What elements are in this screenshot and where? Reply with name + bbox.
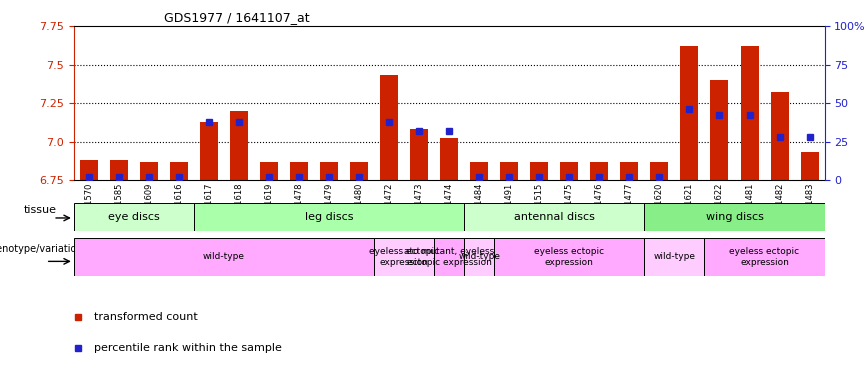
Bar: [80, 160, 98, 180]
Bar: [800, 152, 819, 180]
Bar: [494, 238, 644, 276]
Bar: [374, 238, 434, 276]
Text: leg discs: leg discs: [305, 211, 353, 222]
Bar: [644, 202, 825, 231]
Text: antennal discs: antennal discs: [514, 211, 595, 222]
Bar: [681, 46, 699, 180]
Bar: [621, 162, 638, 180]
Bar: [140, 162, 158, 180]
Bar: [711, 80, 728, 180]
Bar: [644, 238, 705, 276]
Bar: [650, 162, 668, 180]
Bar: [290, 162, 308, 180]
Bar: [260, 162, 278, 180]
Bar: [170, 162, 187, 180]
Bar: [74, 202, 194, 231]
Bar: [500, 162, 518, 180]
Bar: [194, 202, 464, 231]
Text: tissue: tissue: [24, 204, 57, 214]
Bar: [200, 122, 218, 180]
Bar: [440, 138, 458, 180]
Text: wild-type: wild-type: [654, 252, 695, 261]
Bar: [464, 238, 494, 276]
Text: percentile rank within the sample: percentile rank within the sample: [94, 343, 281, 353]
Bar: [561, 162, 578, 180]
Bar: [705, 238, 825, 276]
Bar: [350, 162, 368, 180]
Bar: [530, 162, 549, 180]
Bar: [590, 162, 608, 180]
Bar: [110, 160, 128, 180]
Text: GDS1977 / 1641107_at: GDS1977 / 1641107_at: [164, 11, 310, 24]
Text: eye discs: eye discs: [108, 211, 160, 222]
Bar: [464, 202, 644, 231]
Text: eyeless ectopic
expression: eyeless ectopic expression: [369, 247, 439, 267]
Bar: [320, 162, 338, 180]
Bar: [740, 46, 759, 180]
Bar: [411, 129, 428, 180]
Text: eyeless ectopic
expression: eyeless ectopic expression: [535, 247, 604, 267]
Text: eyeless ectopic
expression: eyeless ectopic expression: [729, 247, 799, 267]
Text: wild-type: wild-type: [203, 252, 245, 261]
Bar: [470, 162, 488, 180]
Text: wing discs: wing discs: [706, 211, 764, 222]
Bar: [434, 238, 464, 276]
Text: wild-type: wild-type: [458, 252, 500, 261]
Bar: [380, 75, 398, 180]
Text: ato mutant, eyeless
ectopic expression: ato mutant, eyeless ectopic expression: [404, 247, 494, 267]
Text: transformed count: transformed count: [94, 312, 198, 321]
Bar: [230, 111, 248, 180]
Bar: [74, 238, 374, 276]
Text: genotype/variation: genotype/variation: [0, 244, 83, 254]
Bar: [771, 92, 788, 180]
